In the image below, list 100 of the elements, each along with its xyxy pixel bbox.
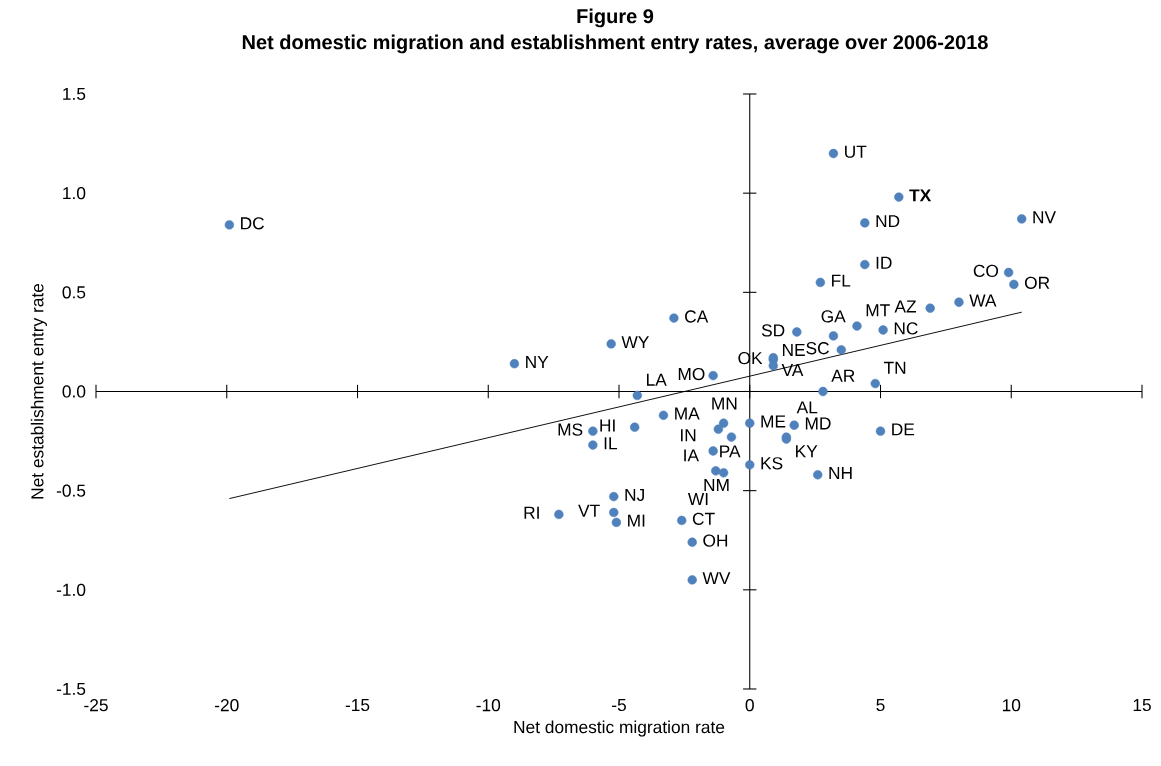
annotation: FL (832, 274, 851, 287)
point (609, 491, 619, 502)
annotation: VA (781, 364, 804, 376)
point (925, 303, 935, 313)
annotation: AL (796, 401, 818, 414)
point (875, 426, 886, 436)
point (630, 422, 640, 432)
annotation: CA (685, 310, 709, 323)
y-tick-label: 1.5 (63, 87, 86, 101)
annotation: WV (702, 572, 731, 585)
x-tick-label: 0 (745, 699, 754, 712)
annotation: MI (628, 514, 645, 527)
point (792, 327, 802, 337)
chart-subtitle: Net domestic migration and establishment entry rates, average over 2006-2018 (242, 34, 988, 54)
point (711, 466, 721, 476)
point (878, 325, 888, 335)
y-tick-label: 1.0 (63, 187, 86, 200)
y-tick-label: -1.5 (56, 682, 86, 696)
annotation: MT (866, 304, 890, 317)
annotation: RI (524, 506, 539, 519)
annotation: NH (829, 467, 852, 479)
annotation: WI (687, 493, 708, 505)
point (708, 446, 718, 456)
annotation: WA (969, 294, 997, 307)
point (718, 468, 729, 478)
y-tick-label: -1.0 (56, 583, 86, 596)
annotation: AR (831, 369, 855, 382)
x-tick-label: -15 (345, 699, 370, 712)
point (669, 313, 679, 323)
annotation: IN (681, 429, 696, 442)
x-tick-label: 15 (1133, 699, 1151, 712)
annotation: KY (796, 445, 818, 458)
annotation: CO (973, 264, 999, 278)
point (611, 517, 622, 528)
point (606, 339, 616, 349)
point (828, 148, 839, 159)
x-axis-title: Net domestic migration rate (514, 720, 725, 737)
annotation: IL (604, 437, 618, 450)
point (224, 220, 235, 230)
chart-title: Figure 9 (577, 8, 654, 28)
annotation: MA (675, 407, 700, 420)
annotation: CT (692, 512, 715, 525)
annotation: OH (703, 534, 728, 547)
y-tick-label: -0.5 (56, 484, 86, 497)
y-axis-title: Net establishment entry rate (30, 283, 47, 499)
annotation: NE (782, 343, 805, 356)
point (860, 259, 870, 270)
annotation: ID (876, 256, 892, 269)
point (588, 426, 598, 436)
annotation: MS (558, 423, 583, 436)
point (789, 420, 799, 430)
point (836, 345, 846, 355)
x-tick-label: 5 (876, 699, 885, 712)
annotation: NJ (625, 488, 644, 501)
annotation: KS (761, 457, 783, 470)
annotation: NV (1033, 211, 1056, 224)
point (658, 410, 669, 420)
point (813, 470, 823, 480)
annotation: DE (892, 423, 915, 436)
point (870, 378, 880, 389)
annotation: SD (761, 324, 785, 337)
point (1017, 214, 1027, 224)
annotation: MD (805, 417, 831, 430)
x-tick-label: 10 (1002, 699, 1021, 712)
x-tick-label: -10 (476, 699, 501, 712)
annotation: GA (821, 310, 846, 323)
annotation: PA (720, 445, 741, 458)
point (818, 386, 828, 397)
annotation: NC (894, 322, 918, 335)
annotation: WY (621, 336, 649, 349)
point (768, 361, 778, 371)
annotation: VT (578, 504, 600, 517)
point (745, 418, 755, 428)
annotation: UT (845, 145, 867, 158)
point (852, 321, 862, 331)
annotation: MN (712, 397, 737, 410)
annotation: NY (526, 355, 549, 368)
annotation: SC (806, 342, 829, 355)
annotation: ND (876, 215, 900, 228)
point (687, 537, 697, 547)
point (954, 297, 964, 307)
annotation: ME (761, 415, 786, 428)
annotation: IA (684, 449, 699, 462)
point (745, 460, 755, 470)
annotation: HI (600, 419, 615, 432)
x-tick-label: -25 (84, 699, 108, 712)
point (860, 218, 870, 228)
annotation: TN (883, 361, 906, 374)
annotation: DC (241, 217, 265, 230)
annotation: MO (678, 367, 705, 381)
point (894, 192, 904, 202)
point (1009, 279, 1019, 290)
x-tick-label: -5 (612, 699, 626, 712)
point (1003, 267, 1014, 278)
point (588, 440, 598, 450)
point (815, 277, 826, 288)
annotation: OR (1024, 276, 1050, 289)
point (687, 575, 697, 585)
point (609, 507, 619, 518)
point (708, 370, 718, 381)
